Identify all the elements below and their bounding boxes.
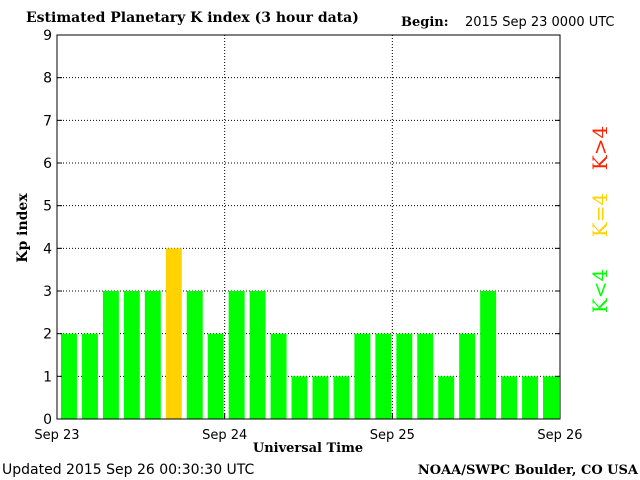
plot-frame bbox=[56, 34, 561, 420]
kp-bar bbox=[480, 291, 497, 419]
y-axis-label: Kp index bbox=[15, 193, 31, 263]
kp-bar bbox=[123, 291, 140, 419]
legend-k-greater-4: K>4 bbox=[588, 126, 612, 170]
legend-k-equal-4: K=4 bbox=[588, 193, 612, 237]
begin-value: 2015 Sep 23 0000 UTC bbox=[465, 15, 615, 30]
kp-bar bbox=[333, 376, 350, 419]
x-tick-label: Sep 24 bbox=[202, 428, 247, 443]
chart-title: Estimated Planetary K index (3 hour data… bbox=[26, 10, 359, 26]
updated-timestamp: Updated 2015 Sep 26 00:30:30 UTC bbox=[2, 462, 255, 478]
kp-bar bbox=[501, 376, 518, 419]
y-tick-label: 1 bbox=[43, 369, 52, 385]
source-credit: NOAA/SWPC Boulder, CO USA bbox=[418, 463, 639, 478]
axes bbox=[56, 34, 561, 420]
y-tick-label: 6 bbox=[43, 156, 52, 172]
y-tick-labels: 0 1 2 3 4 5 6 7 8 9 bbox=[43, 28, 52, 428]
kp-bar bbox=[543, 376, 559, 419]
grid-lines bbox=[57, 35, 560, 419]
kp-bar bbox=[375, 333, 392, 419]
kp-bar bbox=[228, 291, 245, 419]
y-tick-label: 0 bbox=[43, 412, 52, 428]
x-tick-labels: Sep 23 Sep 24 Sep 25 Sep 26 bbox=[34, 428, 582, 443]
kp-bar bbox=[249, 291, 266, 419]
kp-bar bbox=[459, 333, 476, 419]
kp-bar bbox=[207, 333, 224, 419]
kp-bar bbox=[270, 333, 287, 419]
kp-bar bbox=[81, 333, 98, 419]
kp-bar bbox=[144, 291, 161, 419]
y-tick-label: 5 bbox=[43, 199, 52, 215]
kp-bar bbox=[312, 376, 329, 419]
x-tick-label: Sep 25 bbox=[370, 428, 415, 443]
y-tick-label: 7 bbox=[43, 113, 52, 129]
kp-bar bbox=[396, 333, 413, 419]
kp-bar bbox=[102, 291, 119, 419]
y-tick-label: 8 bbox=[43, 71, 52, 87]
y-tick-label: 9 bbox=[43, 28, 52, 44]
kp-bar bbox=[522, 376, 539, 419]
y-tick-label: 4 bbox=[43, 241, 52, 257]
x-tick-label: Sep 26 bbox=[537, 428, 582, 443]
kp-bar bbox=[186, 291, 203, 419]
kp-bar bbox=[438, 376, 455, 419]
kp-bar bbox=[61, 333, 77, 419]
kp-bar bbox=[417, 333, 434, 419]
y-tick-label: 3 bbox=[43, 284, 52, 300]
kp-bar bbox=[291, 376, 308, 419]
legend-k-less-4: K<4 bbox=[588, 269, 612, 313]
kp-bar bbox=[165, 248, 182, 419]
begin-label: Begin: bbox=[401, 15, 449, 30]
x-axis-label: Universal Time bbox=[253, 441, 363, 456]
bar-series bbox=[61, 248, 559, 419]
y-tick-label: 2 bbox=[43, 327, 52, 343]
x-tick-label: Sep 23 bbox=[34, 428, 79, 443]
kp-bar bbox=[354, 333, 371, 419]
